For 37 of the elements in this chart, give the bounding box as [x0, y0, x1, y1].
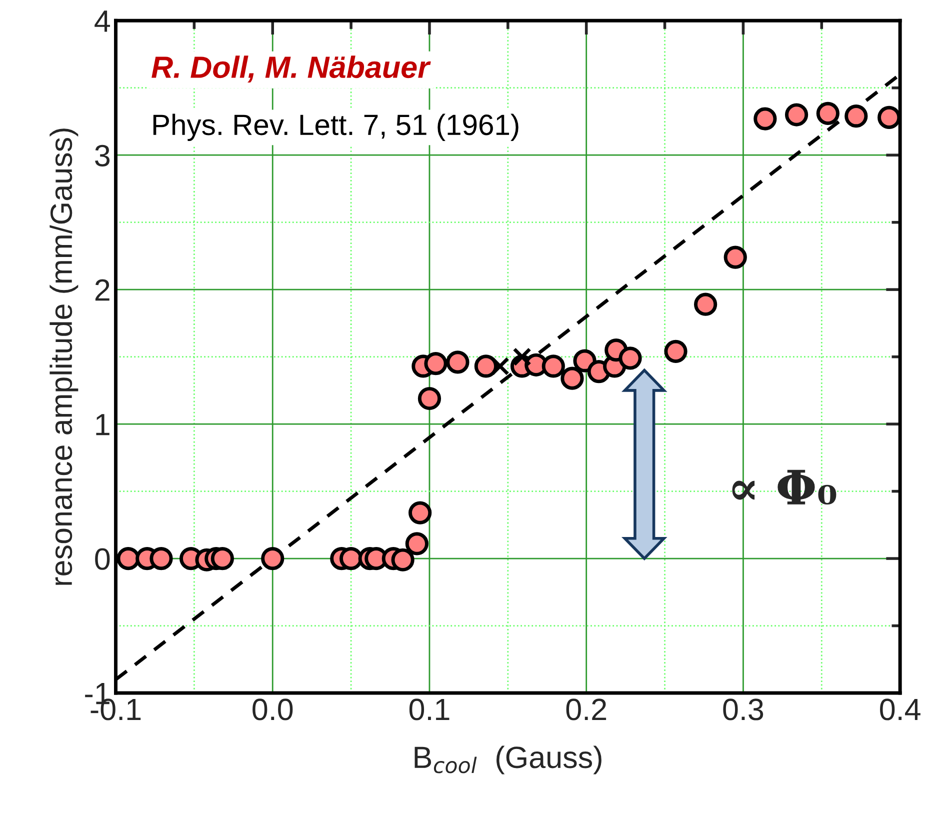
point — [754, 107, 777, 130]
point — [116, 546, 140, 570]
point — [405, 532, 428, 556]
point — [784, 103, 808, 126]
point — [560, 366, 584, 390]
point — [424, 352, 448, 376]
x-tick-label: 0.4 — [880, 698, 920, 720]
y-tick-label: 3 — [95, 144, 110, 166]
point — [724, 246, 747, 269]
point — [618, 346, 642, 370]
point — [664, 340, 688, 363]
point — [418, 386, 442, 410]
point — [150, 546, 173, 570]
x-tick-label: 0.0 — [252, 698, 293, 720]
annotation: Phys. Rev. Lett. 7, 51 (1961) — [153, 114, 518, 141]
x-tick-label: 0.2 — [566, 698, 606, 720]
point — [210, 546, 234, 570]
point — [408, 501, 432, 524]
annotation: R. Doll, M. Näbauer — [152, 56, 431, 83]
y-axis-title: resonance amplitude (mm/Gauss) — [50, 128, 78, 585]
y-tick-label: 4 — [94, 10, 110, 32]
y-tick-label: 2 — [95, 279, 110, 301]
point — [261, 546, 284, 570]
x-axis-title: B$_{cool}$ (Gauss) — [414, 746, 602, 774]
point — [878, 106, 900, 130]
point — [490, 356, 510, 376]
point — [816, 102, 840, 125]
x-tick-label: 0.1 — [409, 698, 450, 720]
x-tick-label: 0.3 — [723, 698, 764, 720]
point — [542, 354, 565, 378]
point — [391, 548, 414, 572]
y-tick-label: 1 — [96, 414, 110, 436]
point — [446, 350, 470, 374]
y-tick-label: 0 — [95, 548, 110, 570]
point — [694, 292, 718, 316]
point — [474, 354, 498, 378]
point — [844, 104, 868, 128]
